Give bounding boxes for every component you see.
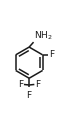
Text: F: F (18, 80, 23, 89)
Text: NH$_2$: NH$_2$ (34, 29, 53, 42)
Text: F: F (27, 91, 32, 100)
Text: F: F (49, 50, 54, 59)
Text: F: F (35, 80, 40, 89)
